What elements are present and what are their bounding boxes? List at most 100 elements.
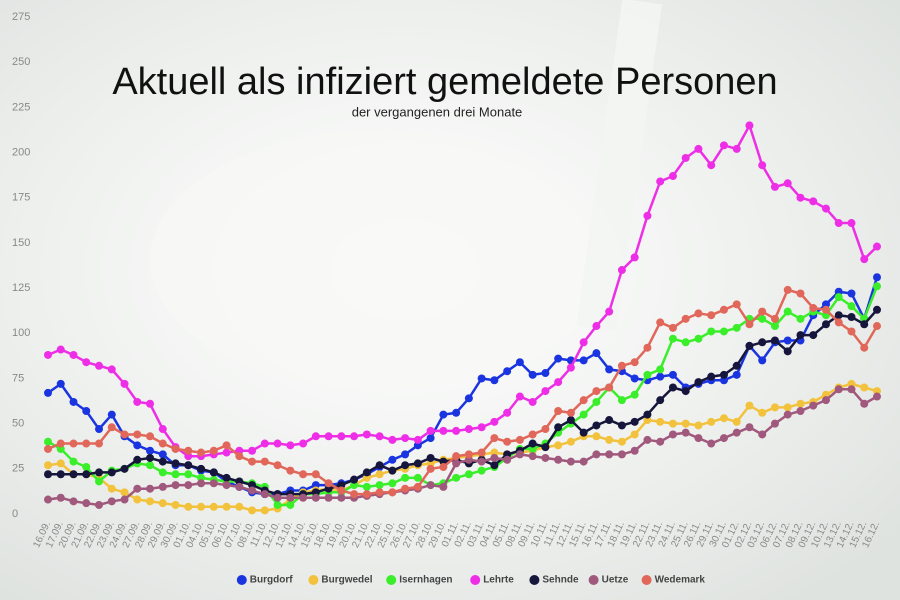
data-point <box>477 466 486 475</box>
data-point <box>375 461 384 470</box>
data-point <box>566 437 575 446</box>
data-point <box>770 403 779 412</box>
data-point <box>834 385 843 394</box>
data-point <box>860 399 869 408</box>
data-point <box>209 479 218 488</box>
data-point <box>375 432 384 441</box>
data-point <box>860 255 869 264</box>
data-point <box>146 446 155 455</box>
data-point <box>324 432 333 441</box>
data-point <box>796 289 805 298</box>
data-point <box>579 396 588 405</box>
data-point <box>745 341 754 350</box>
data-point <box>133 397 142 406</box>
data-point <box>873 273 881 282</box>
data-point <box>847 302 856 311</box>
data-point <box>260 457 269 466</box>
data-point <box>566 457 575 466</box>
data-point <box>809 303 818 312</box>
data-point <box>82 470 91 479</box>
data-point <box>758 338 767 347</box>
data-point <box>515 392 524 401</box>
data-point <box>668 323 677 332</box>
data-point <box>477 374 486 383</box>
data-point <box>324 493 333 502</box>
data-point <box>146 484 155 493</box>
data-point <box>783 403 792 412</box>
data-point <box>541 443 550 452</box>
data-point <box>503 437 512 446</box>
data-point <box>171 459 180 468</box>
data-point <box>362 468 371 477</box>
data-point <box>388 479 397 488</box>
data-point <box>286 493 295 502</box>
data-point <box>821 396 830 405</box>
data-point <box>617 361 626 370</box>
data-point <box>847 327 856 336</box>
data-point <box>515 358 524 367</box>
y-tick-label: 150 <box>12 237 30 249</box>
data-point <box>719 327 728 336</box>
data-point <box>694 421 703 430</box>
data-point <box>630 390 639 399</box>
data-point <box>273 493 282 502</box>
data-point <box>592 450 601 459</box>
data-point <box>375 488 384 497</box>
background-shape <box>576 0 663 332</box>
data-point <box>566 416 575 425</box>
data-point <box>311 470 320 479</box>
data-point <box>69 439 78 448</box>
data-point <box>745 401 754 410</box>
data-point <box>107 484 116 493</box>
data-point <box>783 336 792 345</box>
data-point <box>490 417 499 426</box>
data-point <box>719 434 728 443</box>
data-point <box>464 394 473 403</box>
y-tick-label: 275 <box>12 11 30 23</box>
data-point <box>579 338 588 347</box>
data-point <box>248 446 257 455</box>
data-point <box>82 358 91 367</box>
data-point <box>758 408 767 417</box>
data-point <box>452 408 461 417</box>
data-point <box>107 423 116 432</box>
data-point <box>515 435 524 444</box>
y-tick-label: 75 <box>12 372 24 384</box>
data-point <box>69 497 78 506</box>
data-point <box>528 370 537 379</box>
data-point <box>579 428 588 437</box>
data-point <box>273 461 282 470</box>
y-tick-label: 200 <box>12 146 30 158</box>
data-point <box>694 309 703 318</box>
data-point <box>477 448 486 457</box>
data-point <box>286 441 295 450</box>
legend-marker <box>386 575 397 585</box>
data-point <box>56 459 65 468</box>
data-point <box>490 461 499 470</box>
data-point <box>222 473 231 482</box>
data-point <box>783 285 792 294</box>
data-point <box>171 444 180 453</box>
data-point <box>630 417 639 426</box>
legend-label: Lehrte <box>483 575 514 586</box>
data-point <box>107 365 116 374</box>
data-point <box>873 242 881 251</box>
data-point <box>873 392 881 401</box>
data-point <box>477 423 486 432</box>
data-point <box>732 323 741 332</box>
data-point <box>758 356 767 365</box>
legend-label: Burgwedel <box>321 575 372 586</box>
data-point <box>413 482 422 491</box>
data-point <box>273 439 282 448</box>
data-point <box>426 464 435 473</box>
data-point <box>681 419 690 428</box>
data-point <box>56 439 65 448</box>
data-point <box>133 455 142 464</box>
data-point <box>643 435 652 444</box>
data-point <box>617 396 626 405</box>
legend-label: Isernhagen <box>399 575 452 586</box>
data-point <box>133 441 142 450</box>
data-point <box>732 428 741 437</box>
y-tick-label: 25 <box>12 463 24 475</box>
y-tick-label: 250 <box>12 56 30 68</box>
